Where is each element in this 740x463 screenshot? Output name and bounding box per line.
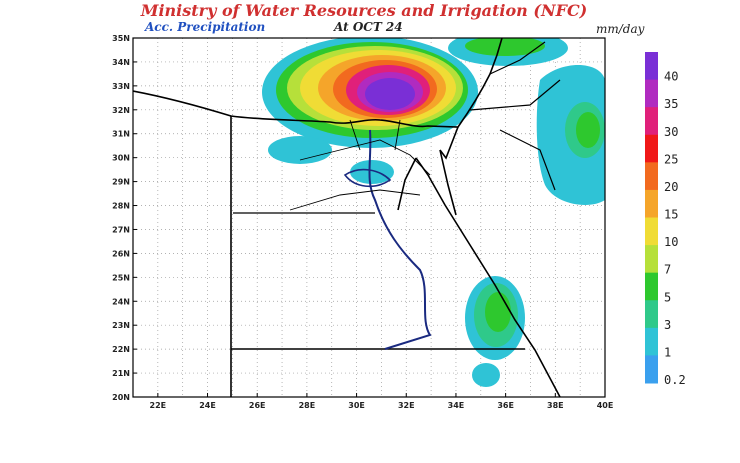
colorbar-label: 25: [664, 152, 678, 166]
lon-label: 38E: [547, 401, 564, 410]
colorbar-label: 5: [664, 290, 671, 304]
colorbar-segment: [645, 217, 658, 246]
coastline: [415, 157, 561, 397]
colorbar-label: 35: [664, 97, 678, 111]
lon-label: 26E: [249, 401, 266, 410]
lat-label: 26N: [112, 249, 130, 258]
lat-label: 24N: [112, 297, 130, 306]
lat-label: 34N: [112, 58, 130, 67]
coastline: [397, 157, 417, 211]
colorbar-label: 10: [664, 235, 678, 249]
colorbar-label: 20: [664, 180, 678, 194]
road: [289, 119, 431, 211]
colorbar-segment: [645, 327, 658, 356]
colorbar-label: 15: [664, 208, 678, 222]
colorbar-label: 0.2: [664, 373, 686, 387]
colorbar-label: 1: [664, 345, 671, 359]
boundaries: [133, 38, 561, 397]
date: At OCT 24: [333, 20, 403, 34]
lat-label: 35N: [112, 34, 130, 43]
colorbar-label: 7: [664, 263, 671, 277]
colorbar-segment: [645, 52, 658, 81]
colorbar-label: 30: [664, 125, 678, 139]
units: mm/day: [596, 22, 645, 36]
lon-label: 24E: [199, 401, 216, 410]
colorbar-segment: [645, 300, 658, 329]
lat-label: 21N: [112, 369, 130, 378]
subtitle: Acc. Precipitation: [144, 20, 265, 34]
colorbar-segment: [645, 107, 658, 136]
lat-label: 23N: [112, 321, 130, 330]
coastline: [439, 149, 457, 216]
lat-label: 27N: [112, 225, 130, 234]
lon-label: 32E: [398, 401, 415, 410]
lat-label: 29N: [112, 178, 130, 187]
lon-label: 22E: [150, 401, 167, 410]
precip-area: [576, 112, 600, 148]
precip-area: [268, 136, 332, 164]
lat-label: 22N: [112, 345, 130, 354]
lat-label: 25N: [112, 273, 130, 282]
border: [439, 126, 459, 160]
lat-label: 30N: [112, 154, 130, 163]
lat-label: 32N: [112, 106, 130, 115]
colorbar-segment: [645, 272, 658, 301]
colorbar-label: 40: [664, 70, 678, 84]
precip-area: [465, 38, 545, 56]
nile-river: [368, 129, 432, 350]
lon-label: 34E: [448, 401, 465, 410]
lat-label: 20N: [112, 393, 130, 402]
lon-label: 30E: [348, 401, 365, 410]
precip-area: [350, 160, 394, 184]
colorbar-label: 3: [664, 318, 671, 332]
lon-label: 28E: [299, 401, 316, 410]
colorbar-segment: [645, 355, 658, 384]
colorbar-segment: [645, 189, 658, 218]
colorbar-segment: [645, 134, 658, 163]
colorbar-segment: [645, 79, 658, 108]
precipitation-field: [262, 38, 605, 387]
precip-area: [365, 78, 415, 110]
lon-label: 36E: [497, 401, 514, 410]
colorbar-segment: [645, 245, 658, 274]
lat-label: 28N: [112, 202, 130, 211]
colorbar-segment: [645, 162, 658, 191]
map-frame: [132, 37, 606, 398]
precip-area: [472, 363, 500, 387]
title: Ministry of Water Resources and Irrigati…: [140, 1, 588, 20]
lon-label: 40E: [597, 401, 614, 410]
border: [469, 41, 561, 191]
lat-label: 31N: [112, 130, 130, 139]
lake: [343, 168, 392, 188]
lat-label: 33N: [112, 82, 130, 91]
precip-area: [485, 292, 511, 332]
